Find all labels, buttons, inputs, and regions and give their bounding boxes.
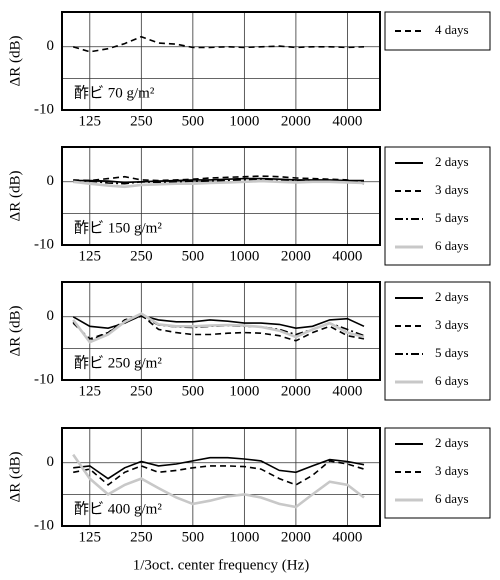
x-axis-label: 1/3oct. center frequency (Hz)	[133, 557, 310, 573]
x-tick-label: 4000	[332, 248, 362, 264]
legend-label: 5 days	[435, 210, 469, 225]
series-line	[72, 314, 365, 342]
x-tick-label: 500	[182, 248, 205, 264]
legend-label: 6 days	[435, 373, 469, 388]
legend-box	[384, 427, 491, 519]
x-tick-label: 250	[130, 248, 153, 264]
y-axis-label: ΔR (dB)	[7, 36, 23, 87]
plot-frame	[61, 11, 381, 111]
x-tick-label: 1000	[229, 383, 259, 399]
plot-frame	[61, 427, 381, 527]
y-tick-label: 0	[47, 308, 55, 324]
legend-label: 2 days	[435, 435, 469, 450]
legend-label: 2 days	[435, 154, 469, 169]
series-line	[73, 456, 365, 480]
plot-frame	[61, 281, 381, 381]
x-tick-label: 2000	[281, 248, 311, 264]
x-tick-label: 125	[79, 529, 102, 545]
plot-frame	[61, 146, 381, 246]
series-line	[73, 175, 365, 185]
annotation: 酢ビ 400 g/m²	[74, 501, 162, 518]
series-line	[72, 35, 365, 53]
x-tick-label: 2000	[281, 529, 311, 545]
legend-label: 3 days	[435, 463, 469, 478]
y-tick-label: 0	[47, 173, 55, 189]
legend-label: 5 days	[435, 345, 469, 360]
x-tick-label: 1000	[229, 529, 259, 545]
y-tick-label: 0	[47, 38, 55, 54]
x-tick-label: 4000	[332, 113, 362, 129]
annotation: 酢ビ 70 g/m²	[74, 85, 155, 102]
annotation: 酢ビ 150 g/m²	[74, 220, 162, 237]
y-axis-label: ΔR (dB)	[7, 306, 23, 357]
x-tick-label: 1000	[229, 113, 259, 129]
x-tick-label: 125	[79, 113, 102, 129]
x-tick-label: 2000	[281, 113, 311, 129]
x-tick-label: 125	[79, 248, 102, 264]
x-tick-label: 500	[182, 113, 205, 129]
series-line	[72, 453, 365, 509]
x-tick-label: 500	[182, 529, 205, 545]
y-tick-label: -10	[34, 517, 54, 533]
x-tick-label: 500	[182, 383, 205, 399]
y-axis-label: ΔR (dB)	[7, 171, 23, 222]
x-tick-label: 250	[130, 529, 153, 545]
legend-box	[384, 11, 491, 51]
legend-label: 6 days	[435, 491, 469, 506]
series-line	[73, 177, 364, 184]
legend-label: 6 days	[435, 238, 469, 253]
x-tick-label: 250	[130, 383, 153, 399]
y-tick-label: 0	[47, 454, 55, 470]
legend-label: 3 days	[435, 182, 469, 197]
annotation: 酢ビ 250 g/m²	[74, 355, 162, 372]
x-tick-label: 125	[79, 383, 102, 399]
y-tick-label: -10	[34, 236, 54, 252]
y-tick-label: -10	[34, 371, 54, 387]
x-tick-label: 250	[130, 113, 153, 129]
series-line	[73, 460, 365, 486]
series-line	[73, 179, 365, 189]
legend-label: 2 days	[435, 289, 469, 304]
y-tick-label: -10	[34, 101, 54, 117]
legend-box	[384, 146, 491, 266]
y-axis-label: ΔR (dB)	[7, 452, 23, 503]
x-tick-label: 2000	[281, 383, 311, 399]
series-line	[72, 312, 365, 344]
legend-label: 4 days	[435, 22, 469, 37]
x-tick-label: 4000	[332, 383, 362, 399]
legend-label: 3 days	[435, 317, 469, 332]
x-tick-label: 1000	[229, 248, 259, 264]
x-tick-label: 4000	[332, 529, 362, 545]
legend-box	[384, 281, 491, 401]
